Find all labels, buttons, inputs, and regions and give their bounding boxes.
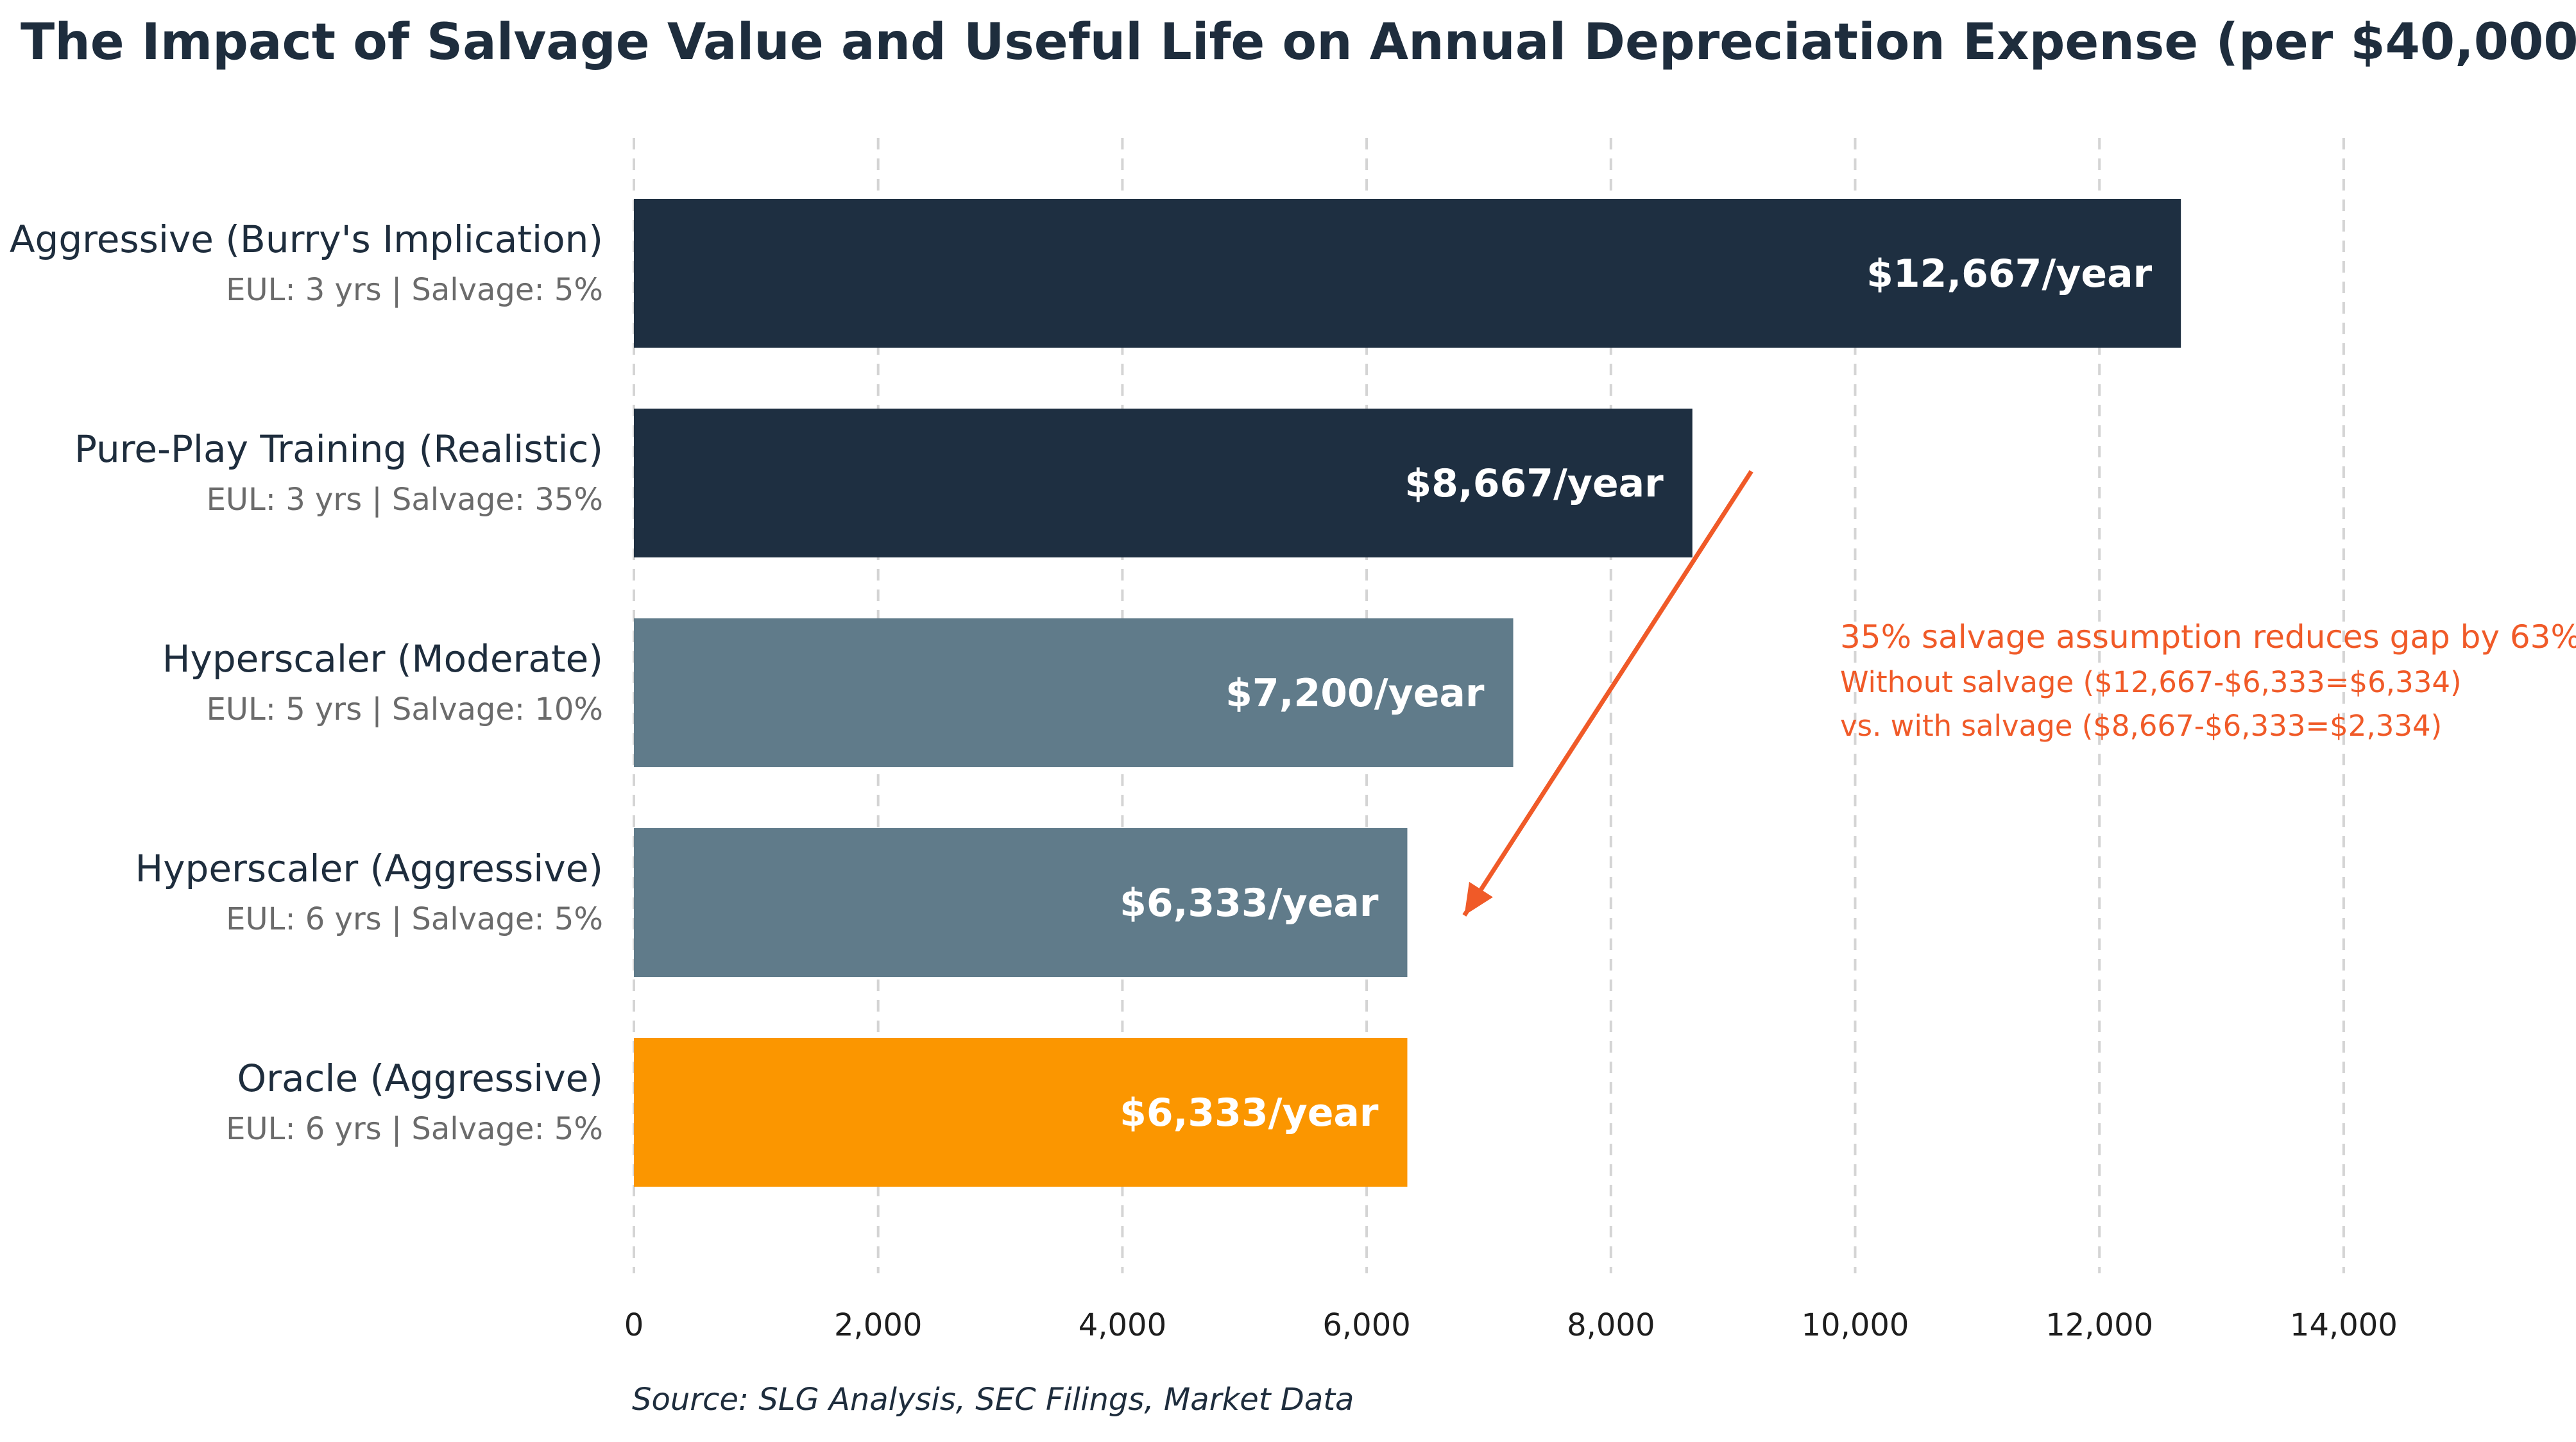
- x-tick-label: 2,000: [834, 1307, 922, 1343]
- category-label: Pure-Play Training (Realistic): [74, 427, 603, 471]
- bar-value-label: $8,667/year: [1404, 461, 1664, 506]
- bar: [634, 1038, 1408, 1187]
- source-note: Source: SLG Analysis, SEC Filings, Marke…: [632, 1382, 1354, 1418]
- chart-title: The Impact of Salvage Value and Useful L…: [21, 13, 2576, 71]
- bar-value-label: $6,333/year: [1120, 1090, 1379, 1135]
- bar-value-label: $12,667/year: [1866, 251, 2152, 296]
- x-tick-label: 12,000: [2045, 1307, 2153, 1343]
- annotation-headline: 35% salvage assumption reduces gap by 63…: [1840, 618, 2576, 656]
- category-label: Hyperscaler (Aggressive): [135, 847, 603, 890]
- x-tick-label: 14,000: [2290, 1307, 2398, 1343]
- x-axis-ticks: 0 2,000 4,000 6,000 8,000 10,000 12,000 14,000: [624, 1307, 2398, 1343]
- category-subtitle: EUL: 6 yrs | Salvage: 5%: [226, 1111, 603, 1147]
- category-subtitle: EUL: 3 yrs | Salvage: 35%: [207, 482, 603, 518]
- annotation-detail: Without salvage ($12,667-$6,333=$6,334): [1840, 665, 2462, 699]
- annotation-arrow-shaft: [1462, 470, 1753, 917]
- x-tick-label: 6,000: [1322, 1307, 1410, 1343]
- category-label: Oracle (Aggressive): [237, 1056, 603, 1100]
- x-tick-label: 0: [624, 1307, 644, 1343]
- bar: [634, 828, 1408, 977]
- category-label: Hyperscaler (Moderate): [162, 637, 603, 681]
- category-subtitle: EUL: 6 yrs | Salvage: 5%: [226, 901, 603, 937]
- x-tick-label: 8,000: [1567, 1307, 1655, 1343]
- annotation: 35% salvage assumption reduces gap by 63…: [1462, 470, 2576, 917]
- bars: $12,667/year Aggressive (Burry's Implicat…: [10, 199, 2181, 1187]
- bar: [634, 409, 1693, 557]
- bar: [634, 199, 2181, 348]
- annotation-detail: vs. with salvage ($8,667-$6,333=$2,334): [1840, 709, 2442, 743]
- x-tick-label: 10,000: [1802, 1307, 1909, 1343]
- annotation-arrow-head: [1464, 881, 1493, 915]
- bar-value-label: $7,200/year: [1225, 671, 1485, 716]
- x-tick-label: 4,000: [1079, 1307, 1166, 1343]
- bar: [634, 618, 1514, 767]
- bar-value-label: $6,333/year: [1120, 881, 1379, 926]
- category-subtitle: EUL: 3 yrs | Salvage: 5%: [226, 272, 603, 308]
- category-subtitle: EUL: 5 yrs | Salvage: 10%: [207, 691, 603, 727]
- category-label: Aggressive (Burry's Implication): [10, 217, 603, 261]
